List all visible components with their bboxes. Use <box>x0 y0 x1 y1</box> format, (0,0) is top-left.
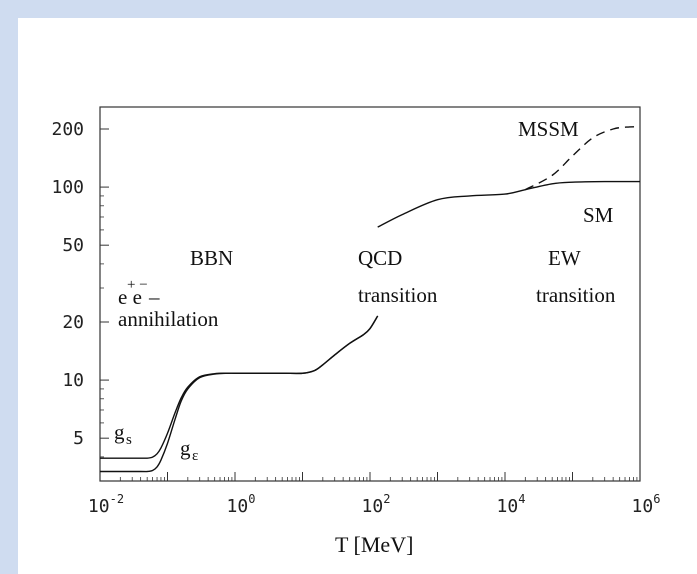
y-tick-label: 10 <box>62 370 84 391</box>
x-tick-label: 106 <box>632 492 661 517</box>
x-tick-exponent: 6 <box>653 492 660 506</box>
annotation-qcd-transition: transition <box>358 283 438 307</box>
x-axis-title: T [MeV] <box>335 532 413 557</box>
x-tick-exponent: 4 <box>518 492 525 506</box>
chart-canvas: 10-2 100 102 104 106 5 10 20 50 100 200 BBN e e + … <box>18 18 697 574</box>
x-tick-label: 100 <box>227 492 256 517</box>
series-line-MSSM <box>524 126 641 191</box>
annotation-qcd: QCD <box>358 246 402 270</box>
x-tick-base: 10 <box>632 496 654 517</box>
annotation-mssm: MSSM <box>518 117 579 141</box>
series-group <box>99 126 641 473</box>
y-tick-label: 20 <box>62 312 84 333</box>
x-tick-exponent: 0 <box>248 492 255 506</box>
label-ge-subscript: ε <box>192 448 198 464</box>
x-tick-exponent: 2 <box>383 492 390 506</box>
annotation-ew: EW <box>548 246 581 270</box>
x-tick-label: 104 <box>497 492 526 517</box>
y-tick-label: 200 <box>51 119 84 140</box>
series-line-SM <box>377 180 641 228</box>
x-tick-base: 10 <box>88 496 110 517</box>
label-gs-subscript: s <box>126 432 132 448</box>
annotation-ee-charges: + − <box>127 277 148 293</box>
x-tick-base: 10 <box>227 496 249 517</box>
annotation-ee: e e <box>118 285 142 309</box>
x-tick-exponent: -2 <box>110 492 124 506</box>
x-tick-label: 102 <box>362 492 391 517</box>
y-tick-label: 50 <box>62 235 84 256</box>
annotation-ee-dash: – <box>148 285 160 309</box>
label-gs: g <box>114 420 125 444</box>
x-tick-label: 10-2 <box>88 492 124 517</box>
annotation-sm: SM <box>583 203 614 227</box>
label-ge: g <box>180 436 191 460</box>
x-tick-base: 10 <box>362 496 384 517</box>
series-line-gε <box>99 315 379 473</box>
x-tick-base: 10 <box>497 496 519 517</box>
y-tick-label: 100 <box>51 177 84 198</box>
annotation-bbn: BBN <box>190 246 233 270</box>
annotation-annihilation: annihilation <box>118 307 219 331</box>
y-tick-label: 5 <box>73 428 84 449</box>
series-line-gs <box>100 315 379 459</box>
annotation-ew-transition: transition <box>536 283 616 307</box>
